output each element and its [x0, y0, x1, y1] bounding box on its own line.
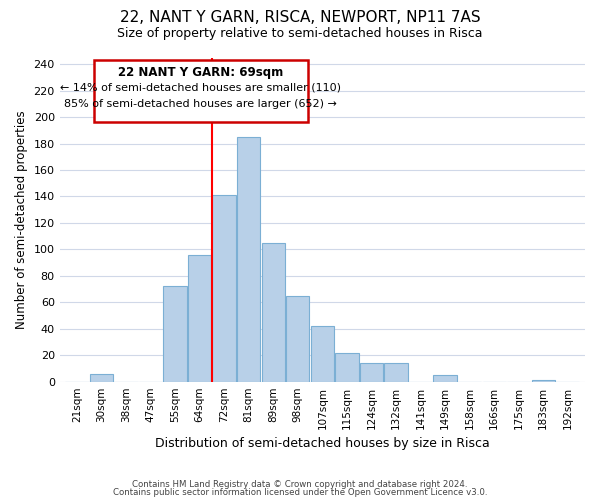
Bar	[532, 380, 555, 382]
Text: 22, NANT Y GARN, RISCA, NEWPORT, NP11 7AS: 22, NANT Y GARN, RISCA, NEWPORT, NP11 7A…	[119, 10, 481, 25]
Text: ← 14% of semi-detached houses are smaller (110): ← 14% of semi-detached houses are smalle…	[61, 83, 341, 93]
Bar	[212, 195, 236, 382]
Bar	[433, 375, 457, 382]
Text: Contains HM Land Registry data © Crown copyright and database right 2024.: Contains HM Land Registry data © Crown c…	[132, 480, 468, 489]
Text: Contains public sector information licensed under the Open Government Licence v3: Contains public sector information licen…	[113, 488, 487, 497]
FancyBboxPatch shape	[94, 60, 308, 122]
Bar	[237, 137, 260, 382]
Bar	[335, 352, 359, 382]
Text: 22 NANT Y GARN: 69sqm: 22 NANT Y GARN: 69sqm	[118, 66, 283, 78]
Bar	[188, 254, 211, 382]
Bar	[311, 326, 334, 382]
Y-axis label: Number of semi-detached properties: Number of semi-detached properties	[15, 110, 28, 329]
Bar	[286, 296, 310, 382]
Text: 85% of semi-detached houses are larger (652) →: 85% of semi-detached houses are larger (…	[64, 99, 337, 109]
Bar	[385, 363, 407, 382]
Bar	[90, 374, 113, 382]
Bar	[360, 363, 383, 382]
Bar	[163, 286, 187, 382]
X-axis label: Distribution of semi-detached houses by size in Risca: Distribution of semi-detached houses by …	[155, 437, 490, 450]
Text: Size of property relative to semi-detached houses in Risca: Size of property relative to semi-detach…	[117, 28, 483, 40]
Bar	[262, 242, 285, 382]
